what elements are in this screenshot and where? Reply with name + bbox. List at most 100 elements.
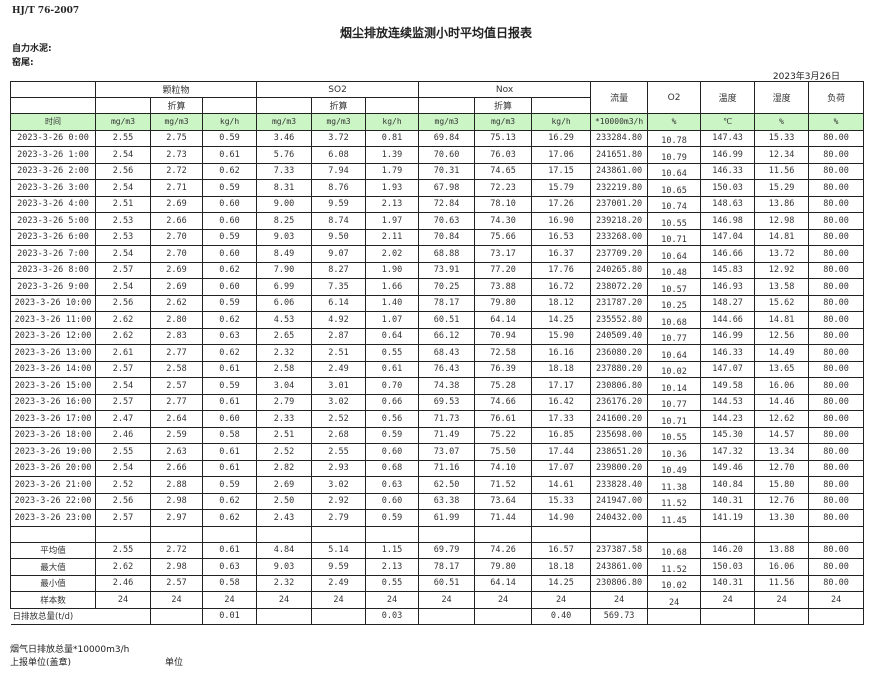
- cell: 8.25: [256, 212, 313, 230]
- cell: 0.70: [365, 377, 420, 395]
- row-label: 样本数: [10, 591, 96, 609]
- cell: 2.57: [95, 360, 151, 378]
- cell: 0.60: [201, 245, 258, 263]
- cell: 16.06: [754, 558, 810, 576]
- cell: 2.02: [365, 245, 420, 263]
- cell: 144.66: [700, 311, 756, 329]
- cell: 2.98: [150, 492, 203, 510]
- cell: 2.83: [150, 327, 203, 345]
- cell: [418, 607, 476, 625]
- cell: 10.68: [647, 311, 702, 329]
- cell: 80.00: [808, 574, 865, 592]
- cell: 2.80: [150, 311, 203, 329]
- cell: 80.00: [808, 195, 865, 213]
- cell: 10.02: [647, 574, 702, 592]
- cell: 77.20: [474, 261, 533, 279]
- header-blank: [418, 97, 476, 114]
- cell: 17.07: [531, 459, 592, 477]
- cell: mg/m3: [311, 113, 367, 131]
- report-title: 烟尘排放连续监测小时平均值日报表: [339, 26, 532, 40]
- standard-code: HJ/T 76-2007: [12, 6, 80, 16]
- cell: 0.63: [201, 327, 258, 345]
- cell: 2.88: [150, 476, 203, 494]
- cell: 17.15: [531, 162, 592, 180]
- table-row: 2023-3-26 8:00 2.57 2.69 0.62 7.90 8.27 1.90 73…: [10, 261, 865, 279]
- cell: %: [754, 113, 810, 131]
- row-label: 2023-3-26 22:00: [10, 492, 96, 510]
- cell: 146.66: [700, 245, 756, 263]
- unit-label: 单位: [165, 658, 184, 668]
- cell: 10.71: [647, 228, 702, 246]
- table-row: 2023-3-26 9:00 2.54 2.69 0.60 6.99 7.35 1.66 70…: [10, 278, 865, 296]
- cell: 80.00: [808, 278, 865, 296]
- row-label: 时间: [10, 113, 96, 131]
- cell: 2.72: [150, 541, 203, 559]
- cell: 24: [700, 591, 756, 609]
- cell: %: [808, 113, 865, 131]
- table-row: 2023-3-26 5:00 2.53 2.66 0.60 8.25 8.74 1.97 70…: [10, 212, 865, 230]
- cell: 0.63: [365, 476, 420, 494]
- cell: 9.00: [256, 195, 313, 213]
- cell: 8.27: [311, 261, 367, 279]
- cell: 16.53: [531, 228, 592, 246]
- cell: 2.62: [95, 558, 151, 576]
- cell: 73.64: [474, 492, 533, 510]
- cell: 2.98: [150, 558, 203, 576]
- cell: 0.59: [365, 426, 420, 444]
- cell: 147.07: [700, 360, 756, 378]
- cell: 14.90: [531, 509, 592, 527]
- table-row: 2023-3-26 6:00 2.53 2.70 0.59 9.03 9.50 2.11 70…: [10, 228, 865, 246]
- row-label: 最大值: [10, 558, 96, 576]
- cell: 24: [418, 591, 476, 609]
- cell: 14.49: [754, 344, 810, 362]
- cell: [150, 525, 203, 543]
- cell: 2.57: [150, 377, 203, 395]
- cell: 80.00: [808, 179, 865, 197]
- cell: 13.72: [754, 245, 810, 263]
- header-flow: 流量: [590, 81, 649, 114]
- cell: 1.07: [365, 311, 420, 329]
- cell: 2.57: [95, 393, 151, 411]
- cell: 2.79: [256, 393, 313, 411]
- cell: 10.77: [647, 393, 702, 411]
- cell: 13.88: [754, 541, 810, 559]
- cell: 2.56: [95, 294, 151, 312]
- cell: 70.94: [474, 327, 533, 345]
- report-table: 颗粒物 SO2 Nox 流量 O2 温度 湿度 负荷 折算 折算 折算 时间 mg…: [10, 81, 865, 625]
- table-row: 2023-3-26 18:00 2.46 2.59 0.58 2.51 2.68 0.59 7…: [10, 426, 865, 444]
- cell: 147.04: [700, 228, 756, 246]
- cell: 72.23: [474, 179, 533, 197]
- cell: 1.66: [365, 278, 420, 296]
- cell: 75.13: [474, 129, 533, 147]
- cell: [808, 607, 865, 625]
- cell: 0.64: [365, 327, 420, 345]
- cell: 9.59: [311, 195, 367, 213]
- blank-row: [10, 525, 865, 543]
- cell: [256, 607, 313, 625]
- cell: 2.79: [311, 509, 367, 527]
- header-blank: [365, 97, 420, 114]
- cell: 12.34: [754, 146, 810, 164]
- cell: 80.00: [808, 410, 865, 428]
- cell: 16.57: [531, 541, 592, 559]
- cell: 2.72: [150, 162, 203, 180]
- cell: 75.22: [474, 426, 533, 444]
- cell: 235552.80: [590, 311, 649, 329]
- cell: 80.00: [808, 146, 865, 164]
- cell: 18.18: [531, 558, 592, 576]
- cell: 16.85: [531, 426, 592, 444]
- cell: 0.58: [201, 426, 258, 444]
- header-blank: [95, 97, 151, 114]
- table-row: 2023-3-26 21:00 2.52 2.88 0.59 2.69 3.02 0.63 6…: [10, 476, 865, 494]
- cell: 80.00: [808, 327, 865, 345]
- cell: 2.66: [150, 212, 203, 230]
- cell: 0.59: [201, 129, 258, 147]
- cell: 12.98: [754, 212, 810, 230]
- row-label: 2023-3-26 3:00: [10, 179, 96, 197]
- cell: 0.56: [365, 410, 420, 428]
- summary-row: 平均值 2.55 2.72 0.61 4.84 5.14 1.15 69.79 74.26 16.…: [10, 541, 865, 559]
- cell: 15.80: [754, 476, 810, 494]
- cell: 15.33: [754, 129, 810, 147]
- cell: 0.60: [201, 410, 258, 428]
- cell: 146.99: [700, 327, 756, 345]
